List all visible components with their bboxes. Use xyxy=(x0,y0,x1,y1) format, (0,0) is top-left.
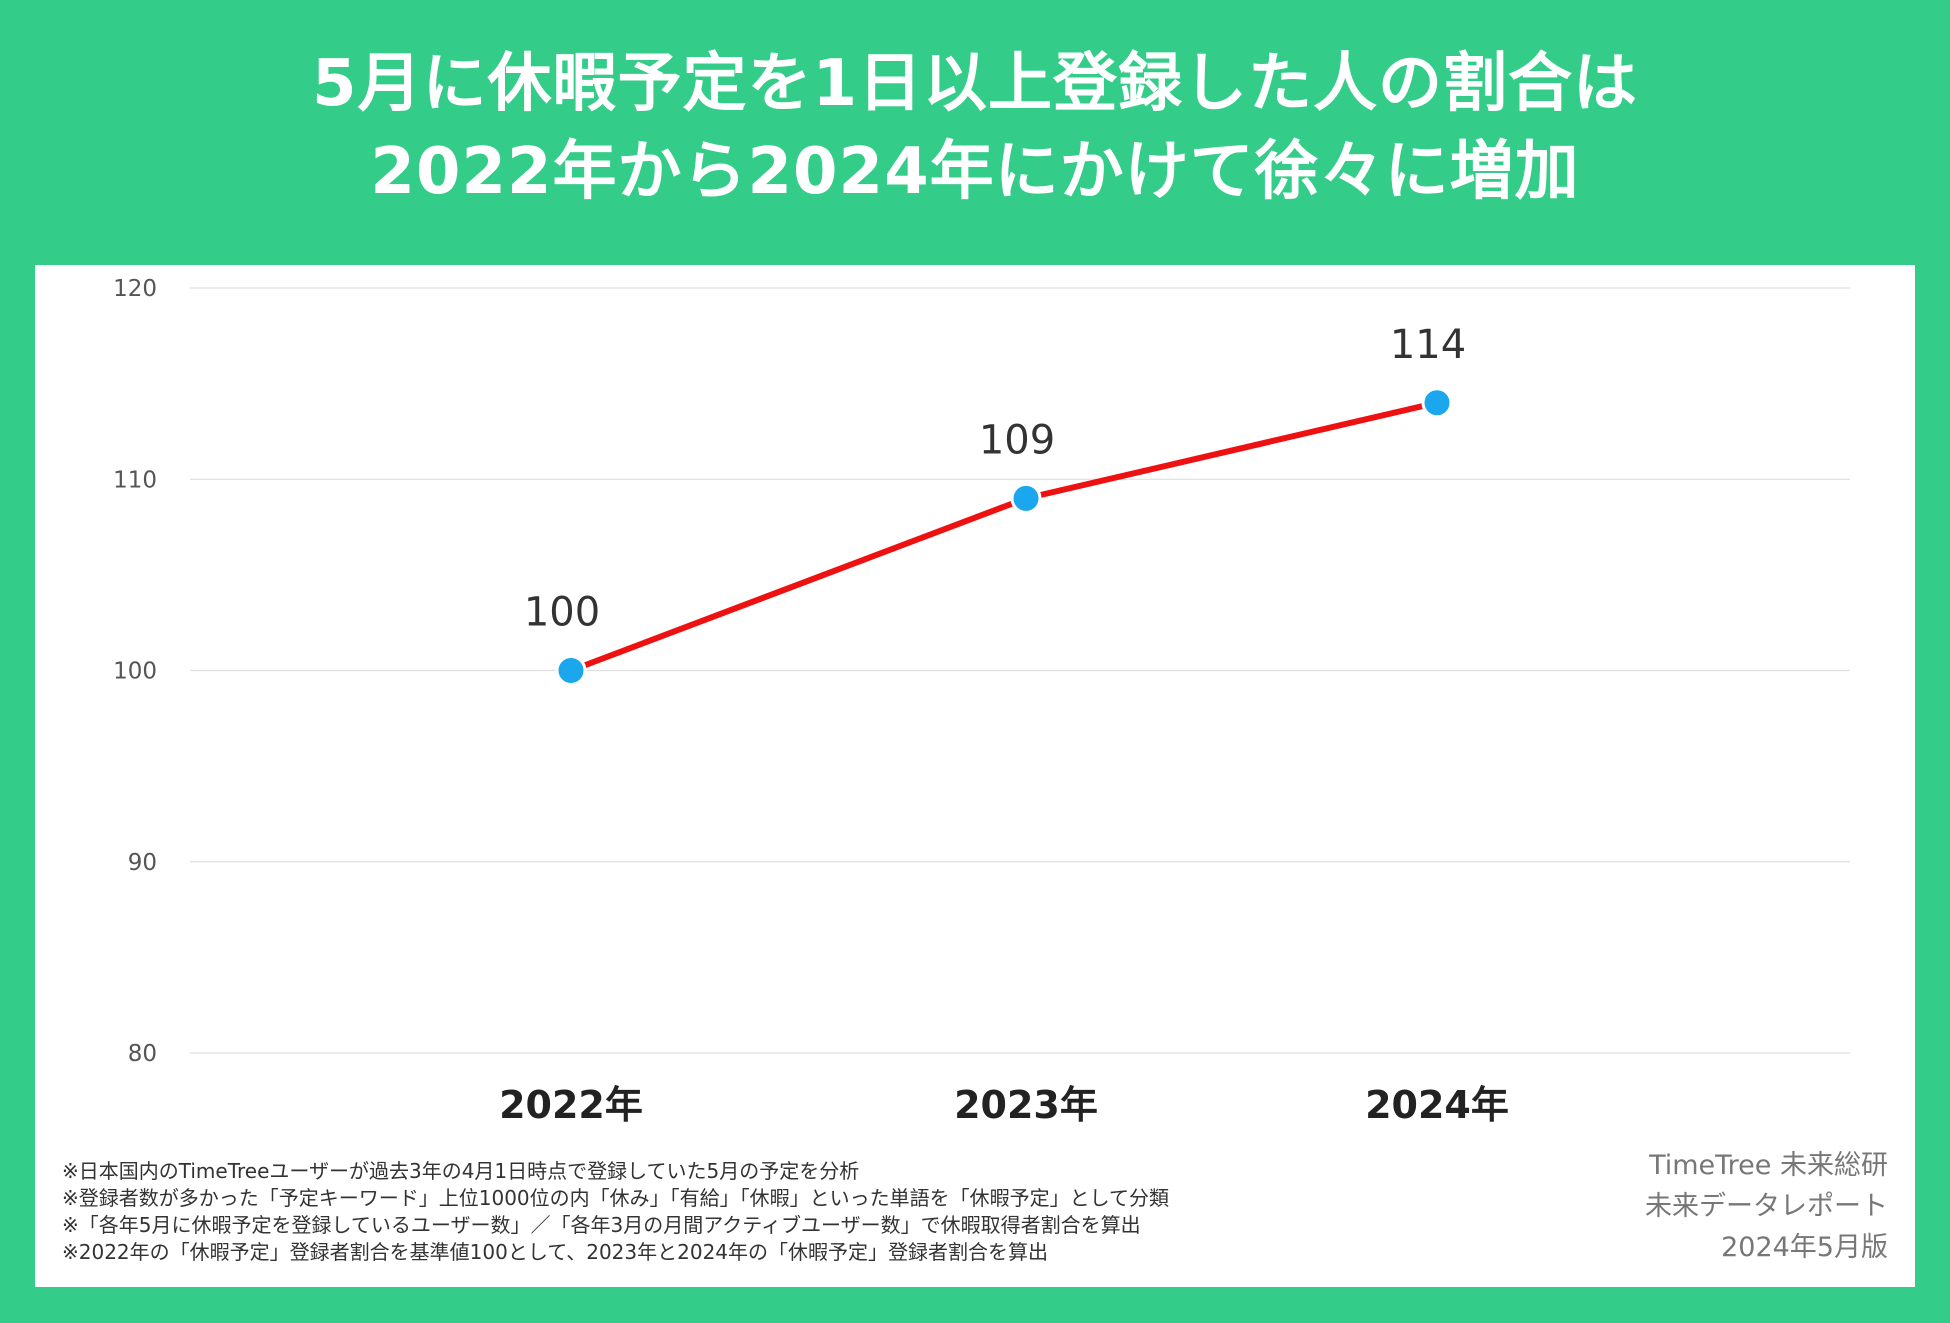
chart-panel xyxy=(35,265,1915,1287)
x-tick-label: 2022年 xyxy=(499,1083,643,1127)
y-tick-label: 110 xyxy=(113,467,157,493)
footnote-3: ※「各年5月に休暇予定を登録しているユーザー数」／「各年3月の月間アクティブユー… xyxy=(62,1213,1141,1237)
data-point xyxy=(1010,482,1042,514)
credit-edition: 2024年5月版 xyxy=(1721,1232,1888,1263)
title-line-1: 5月に休暇予定を1日以上登録した人の割合は xyxy=(311,47,1639,121)
data-label: 109 xyxy=(979,417,1055,463)
credit-report: 未来データレポート xyxy=(1645,1191,1888,1222)
title-line-2: 2022年から2024年にかけて徐々に増加 xyxy=(370,135,1580,209)
source-credit: TimeTree 未来総研 未来データレポート 2024年5月版 xyxy=(1645,1145,1888,1268)
data-point xyxy=(555,655,587,686)
chart-title: 5月に休暇予定を1日以上登録した人の割合は 2022年から2024年にかけて徐々… xyxy=(0,40,1950,216)
footnote-2: ※登録者数が多かった「予定キーワード」上位1000位の内「休み」「有給」「休暇」… xyxy=(62,1186,1170,1210)
data-point xyxy=(1421,387,1453,419)
footnote-4: ※2022年の「休暇予定」登録者割合を基準値100として、2023年と2024年… xyxy=(62,1240,1049,1264)
footnote-1: ※日本国内のTimeTreeユーザーが過去3年の4月1日時点で登録していた5月の… xyxy=(62,1159,860,1183)
data-label: 114 xyxy=(1390,322,1466,368)
x-tick-label: 2023年 xyxy=(954,1083,1098,1127)
data-label: 100 xyxy=(524,590,600,636)
footnotes: ※日本国内のTimeTreeユーザーが過去3年の4月1日時点で登録していた5月の… xyxy=(62,1158,1169,1266)
y-tick-label: 100 xyxy=(113,659,157,685)
y-tick-label: 120 xyxy=(113,276,157,302)
y-tick-label: 80 xyxy=(128,1041,157,1067)
credit-org: TimeTree 未来総研 xyxy=(1649,1150,1888,1181)
y-tick-label: 90 xyxy=(128,850,157,876)
x-tick-label: 2024年 xyxy=(1365,1083,1509,1127)
